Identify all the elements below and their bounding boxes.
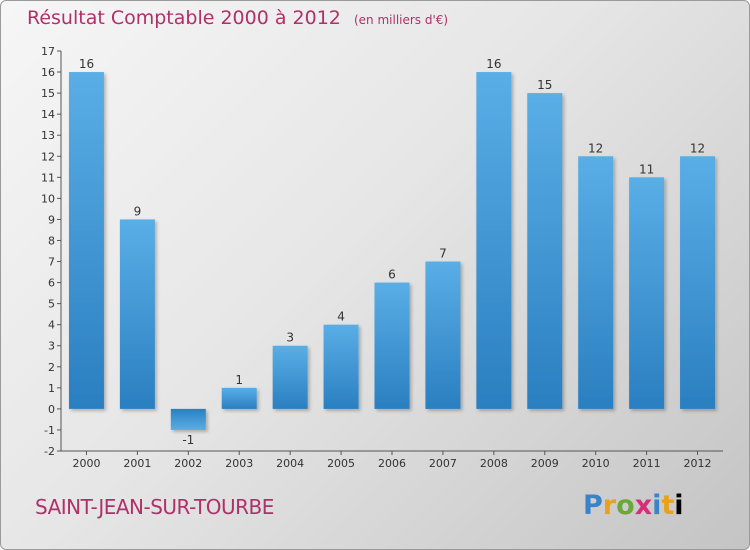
y-tick-label: 12 xyxy=(41,150,55,163)
bar-2009 xyxy=(527,93,563,409)
y-tick-label: 0 xyxy=(48,403,55,416)
proxiti-logo: Proxiti xyxy=(583,490,684,521)
y-tick-label: 11 xyxy=(41,171,55,184)
data-label-2000: 16 xyxy=(79,57,94,71)
bar-2002 xyxy=(170,408,206,430)
commune-name: SAINT-JEAN-SUR-TOURBE xyxy=(35,495,274,519)
bar-2008 xyxy=(476,72,512,409)
data-label-2010: 12 xyxy=(588,141,603,155)
x-tick-label: 2008 xyxy=(480,457,508,470)
x-tick-label: 2011 xyxy=(633,457,661,470)
bar-2000 xyxy=(68,72,104,409)
data-label-2005: 4 xyxy=(337,310,345,324)
x-tick-label: 2004 xyxy=(276,457,304,470)
y-tick-label: 15 xyxy=(41,87,55,100)
data-label-2008: 16 xyxy=(486,57,501,71)
x-tick-label: 2000 xyxy=(72,457,100,470)
y-tick-label: 1 xyxy=(48,382,55,395)
x-tick-label: 2006 xyxy=(378,457,406,470)
chart-title-main: Résultat Comptable 2000 à 2012 xyxy=(27,7,341,29)
data-label-2006: 6 xyxy=(388,268,396,282)
y-tick-label: 5 xyxy=(48,298,55,311)
x-tick-label: 2002 xyxy=(174,457,202,470)
y-tick-label: 2 xyxy=(48,361,55,374)
x-tick-label: 2012 xyxy=(684,457,712,470)
bar-2001 xyxy=(119,219,155,409)
data-label-2001: 9 xyxy=(134,204,142,218)
x-tick-label: 2010 xyxy=(582,457,610,470)
data-label-2011: 11 xyxy=(639,162,654,176)
bar-2004 xyxy=(272,345,308,409)
data-label-2007: 7 xyxy=(439,247,447,261)
y-tick-label: 4 xyxy=(48,319,55,332)
y-tick-label: 6 xyxy=(48,277,55,290)
data-label-2004: 3 xyxy=(286,331,294,345)
bar-2003 xyxy=(221,387,257,409)
data-label-2002: -1 xyxy=(182,433,194,447)
y-tick-label: -2 xyxy=(44,445,55,458)
y-tick-label: 9 xyxy=(48,213,55,226)
data-label-2012: 12 xyxy=(690,141,705,155)
x-tick-label: 2003 xyxy=(225,457,253,470)
y-tick-label: 14 xyxy=(41,108,55,121)
y-tick-label: 3 xyxy=(48,340,55,353)
bar-2007 xyxy=(425,261,461,409)
y-tick-label: 7 xyxy=(48,256,55,269)
chart-title: Résultat Comptable 2000 à 2012 (en milli… xyxy=(27,7,448,29)
bar-2005 xyxy=(323,324,359,409)
chart-subtitle: (en milliers d'€) xyxy=(353,13,449,27)
data-label-2003: 1 xyxy=(235,373,243,387)
bar-2012 xyxy=(680,156,716,409)
x-tick-label: 2001 xyxy=(123,457,151,470)
data-label-2009: 15 xyxy=(537,78,552,92)
x-tick-label: 2009 xyxy=(531,457,559,470)
x-tick-label: 2007 xyxy=(429,457,457,470)
bar-2011 xyxy=(629,177,665,409)
y-tick-label: 10 xyxy=(41,192,55,205)
y-tick-label: 16 xyxy=(41,66,55,79)
y-tick-label: 8 xyxy=(48,234,55,247)
y-tick-label: 13 xyxy=(41,129,55,142)
x-tick-label: 2005 xyxy=(327,457,355,470)
bar-2010 xyxy=(578,156,614,409)
bar-2006 xyxy=(374,282,410,409)
y-tick-label: -1 xyxy=(44,424,55,437)
y-tick-label: 17 xyxy=(41,45,55,58)
